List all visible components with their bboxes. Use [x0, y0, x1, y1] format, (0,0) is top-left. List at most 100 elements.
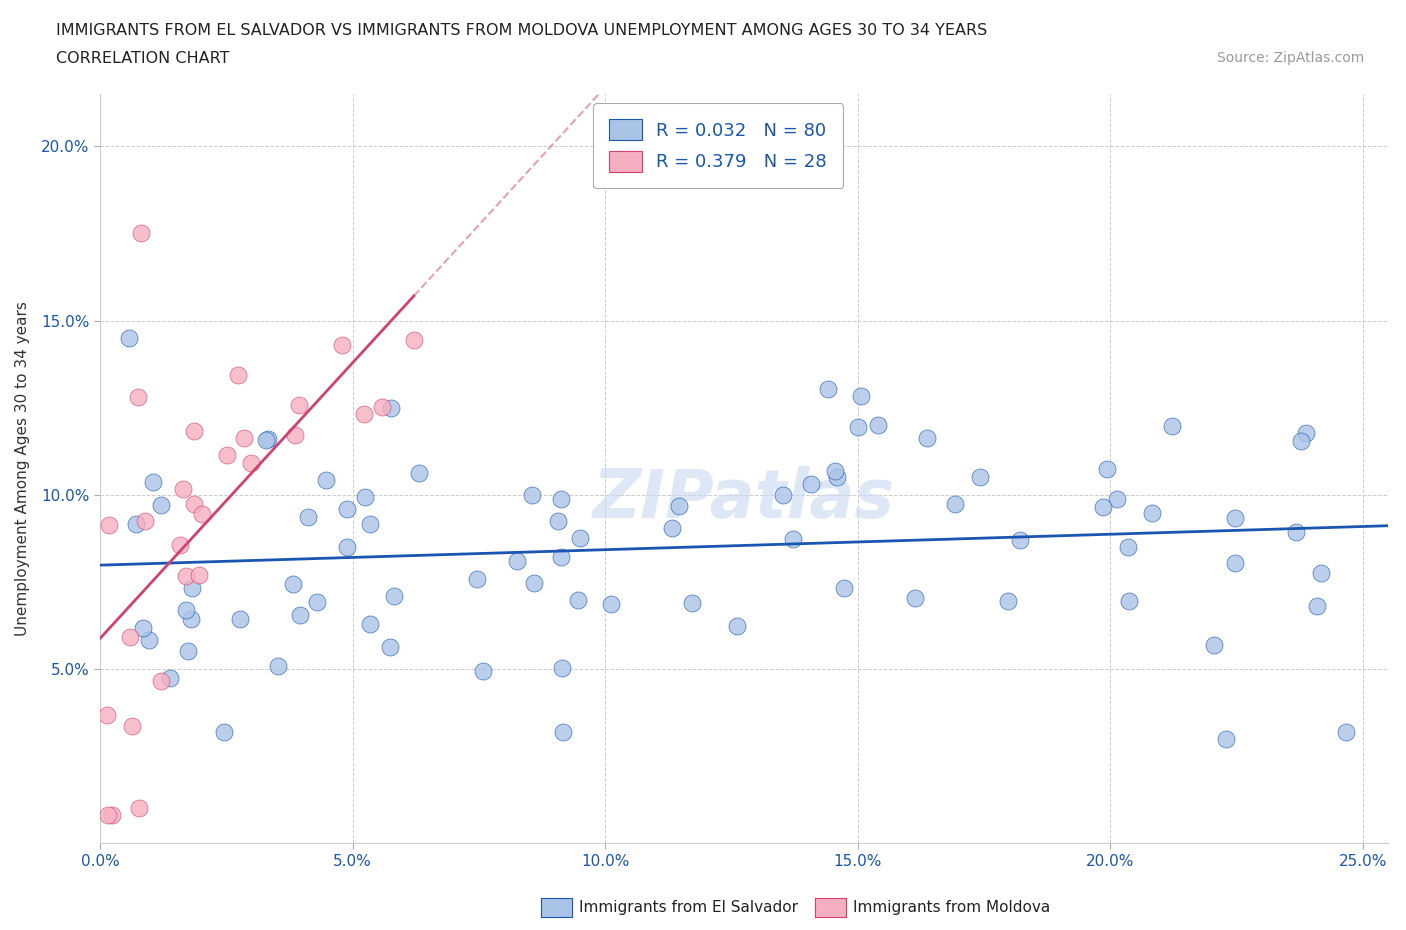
Point — [315, 472, 337, 487]
Point — [172, 482, 194, 497]
Point — [281, 577, 304, 591]
Point — [1306, 598, 1329, 613]
Point — [142, 474, 165, 489]
Point — [233, 431, 256, 445]
Point — [1116, 539, 1139, 554]
Point — [97, 808, 120, 823]
Point — [917, 431, 939, 445]
Text: Source: ZipAtlas.com: Source: ZipAtlas.com — [1216, 51, 1364, 65]
Point — [600, 596, 623, 611]
Point — [371, 400, 394, 415]
Point — [353, 406, 375, 421]
Point — [180, 611, 202, 626]
Point — [772, 487, 794, 502]
Point — [127, 390, 149, 405]
Point — [1092, 499, 1115, 514]
Point — [149, 498, 172, 512]
Text: Immigrants from Moldova: Immigrants from Moldova — [853, 900, 1050, 915]
Point — [1291, 433, 1313, 448]
Point — [943, 497, 966, 512]
Point — [117, 330, 139, 345]
Point — [176, 603, 198, 618]
Point — [567, 592, 589, 607]
Point — [849, 389, 872, 404]
Point — [239, 456, 262, 471]
Point — [120, 630, 142, 644]
Point — [288, 397, 311, 412]
Point — [382, 589, 405, 604]
Point — [134, 513, 156, 528]
Point — [827, 469, 849, 484]
Point — [183, 423, 205, 438]
Point — [523, 576, 546, 591]
Point — [129, 226, 152, 241]
Point — [359, 516, 381, 531]
Point — [1160, 418, 1182, 433]
Point — [359, 617, 381, 631]
Point — [226, 367, 249, 382]
Point — [336, 540, 359, 555]
Point — [101, 808, 124, 823]
Point — [402, 332, 425, 347]
Point — [824, 463, 846, 478]
Point — [215, 447, 238, 462]
Point — [288, 607, 311, 622]
Point — [354, 489, 377, 504]
Point — [1310, 566, 1333, 581]
Point — [98, 517, 121, 532]
Point — [188, 567, 211, 582]
Text: Immigrants from El Salvador: Immigrants from El Salvador — [579, 900, 799, 915]
Point — [229, 612, 252, 627]
Point — [267, 658, 290, 673]
Point — [284, 427, 307, 442]
Point — [551, 724, 574, 739]
Point — [522, 487, 544, 502]
Point — [1223, 555, 1246, 570]
Point — [817, 381, 839, 396]
Legend: R = 0.032   N = 80, R = 0.379   N = 28: R = 0.032 N = 80, R = 0.379 N = 28 — [593, 103, 844, 188]
Point — [305, 594, 328, 609]
Point — [1118, 593, 1140, 608]
Point — [1202, 638, 1225, 653]
Point — [1285, 525, 1308, 539]
Point — [868, 418, 890, 432]
Point — [181, 581, 204, 596]
Point — [150, 673, 173, 688]
Point — [191, 506, 214, 521]
Point — [408, 466, 430, 481]
Point — [661, 521, 683, 536]
Point — [297, 510, 319, 525]
Point — [183, 497, 205, 512]
Text: ZIPatlas: ZIPatlas — [593, 466, 896, 532]
Point — [800, 476, 823, 491]
Text: IMMIGRANTS FROM EL SALVADOR VS IMMIGRANTS FROM MOLDOVA UNEMPLOYMENT AMONG AGES 3: IMMIGRANTS FROM EL SALVADOR VS IMMIGRANT… — [56, 23, 987, 38]
Point — [465, 571, 488, 586]
Point — [254, 432, 277, 447]
Point — [506, 553, 529, 568]
Point — [174, 568, 197, 583]
Text: CORRELATION CHART: CORRELATION CHART — [56, 51, 229, 66]
Point — [725, 618, 748, 633]
Point — [569, 530, 592, 545]
Point — [1105, 491, 1128, 506]
Point — [1010, 533, 1032, 548]
Point — [969, 470, 991, 485]
Point — [681, 595, 703, 610]
Point — [1140, 506, 1163, 521]
Point — [904, 591, 927, 605]
Point — [177, 644, 200, 658]
Point — [1095, 462, 1118, 477]
Point — [121, 719, 143, 734]
Point — [551, 660, 574, 675]
Point — [256, 432, 278, 446]
Point — [471, 663, 494, 678]
Point — [550, 491, 572, 506]
Point — [1334, 724, 1357, 739]
Point — [212, 725, 235, 740]
Point — [380, 400, 402, 415]
Point — [832, 580, 855, 595]
Point — [1225, 511, 1247, 525]
Point — [138, 632, 160, 647]
Point — [550, 550, 572, 565]
Point — [96, 707, 118, 722]
